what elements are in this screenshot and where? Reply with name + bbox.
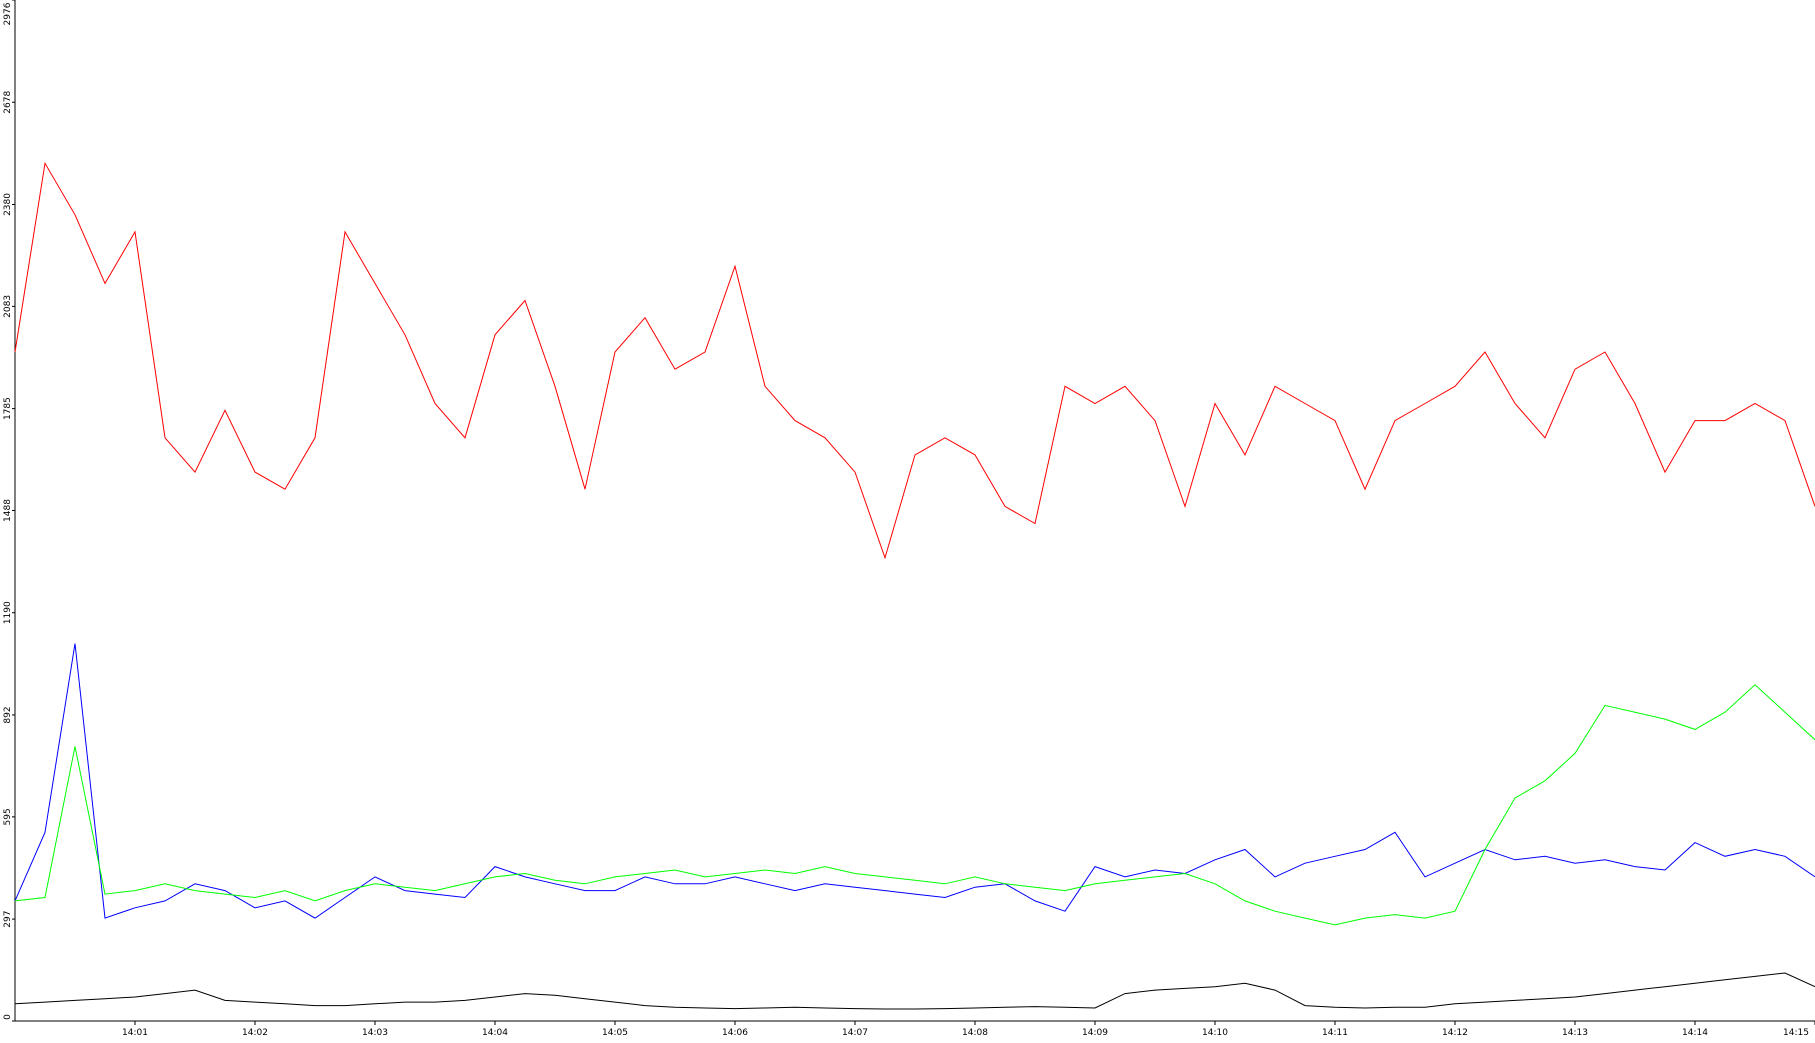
y-tick-label: 0 bbox=[3, 1014, 13, 1020]
y-tick-label: 892 bbox=[3, 706, 13, 723]
x-tick-label: 14:11 bbox=[1322, 1028, 1348, 1038]
y-tick-label: 2678 bbox=[3, 91, 13, 114]
y-tick-label: 2083 bbox=[3, 295, 13, 318]
y-tick-label: 2976 bbox=[3, 2, 13, 25]
x-tick-label: 14:12 bbox=[1442, 1028, 1468, 1038]
x-tick-label: 14:14 bbox=[1682, 1028, 1708, 1038]
series-line-1 bbox=[14, 643, 1815, 919]
series-line-0 bbox=[14, 161, 1815, 560]
series-layer bbox=[14, 161, 1815, 1010]
x-tick-label: 14:09 bbox=[1082, 1028, 1108, 1038]
x-tick-label: 14:15 bbox=[1783, 1028, 1809, 1038]
x-tick-label: 14:02 bbox=[242, 1028, 268, 1038]
x-tick-label: 14:01 bbox=[122, 1028, 148, 1038]
y-tick-label: 1785 bbox=[3, 397, 13, 420]
y-tick-label: 595 bbox=[3, 808, 13, 825]
x-tick-label: 14:06 bbox=[722, 1028, 748, 1038]
y-tick-label: 1190 bbox=[3, 601, 13, 624]
y-tick-label: 2380 bbox=[3, 193, 13, 216]
x-tick-label: 14:04 bbox=[482, 1028, 508, 1038]
y-axis-ticks: 0 297 595 892 1190 1488 1785 2083 2380 2678 2976 bbox=[3, 0, 15, 1022]
x-tick-label: 14:03 bbox=[362, 1028, 388, 1038]
x-tick-label: 14:13 bbox=[1562, 1028, 1588, 1038]
x-tick-label: 14:05 bbox=[602, 1028, 628, 1038]
x-axis-ticks: 14:01 14:02 14:03 14:04 14:05 14:06 14:07 14:08… bbox=[122, 1021, 1815, 1038]
y-tick-label: 297 bbox=[3, 911, 13, 928]
x-tick-label: 14:10 bbox=[1202, 1028, 1228, 1038]
series-line-2 bbox=[14, 684, 1815, 926]
x-tick-label: 14:07 bbox=[842, 1028, 868, 1038]
x-tick-label: 14:08 bbox=[962, 1028, 988, 1038]
series-line-3 bbox=[14, 972, 1815, 1010]
y-tick-label: 1488 bbox=[3, 499, 13, 522]
